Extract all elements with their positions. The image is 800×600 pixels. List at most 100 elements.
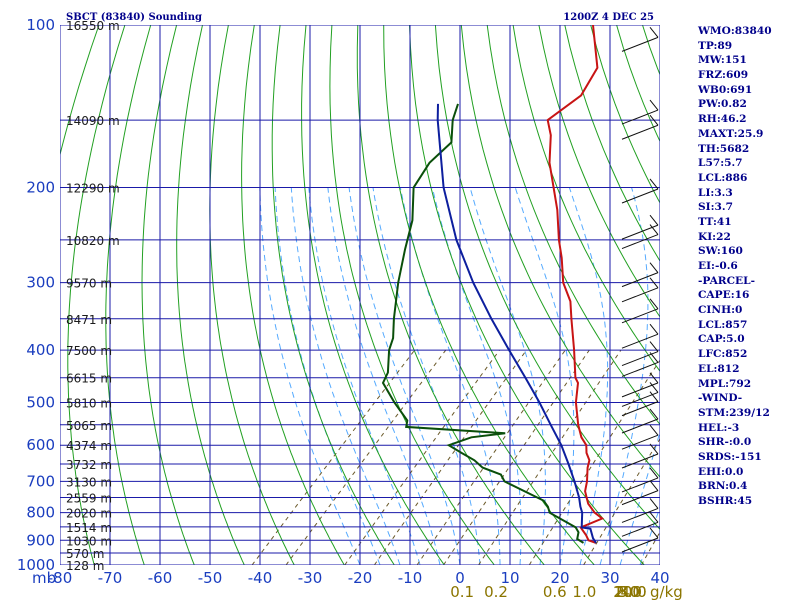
parcel-profile bbox=[436, 103, 597, 544]
temperature-tick-10: 10 bbox=[500, 569, 519, 587]
pressure-tick-800: 800 bbox=[26, 504, 55, 522]
temperature-tick--50: -50 bbox=[198, 569, 223, 587]
stability-indices-panel: WMO:83840 TP:89 MW:151 FRZ:609 WB0:691 PW:0.8… bbox=[698, 24, 798, 509]
index-item: WB0:691 bbox=[698, 83, 753, 96]
mixing-ratio-tick-6: 5.0 bbox=[618, 583, 642, 600]
index-item: CAPE:16 bbox=[698, 289, 750, 302]
moist-adiabat--12 bbox=[290, 187, 401, 565]
mixing-ratio-tick-1: 0.2 bbox=[484, 583, 508, 600]
wind-barb-16 bbox=[621, 424, 659, 450]
index-item: MAXT:25.9 bbox=[698, 127, 764, 140]
height-label-15: 1514 m bbox=[66, 521, 112, 535]
wind-barb-staff bbox=[621, 351, 659, 367]
height-label-4: 9570 m bbox=[66, 277, 112, 291]
wind-barb-17 bbox=[621, 443, 659, 469]
wind-barb-11 bbox=[621, 352, 659, 377]
wind-barb-staff bbox=[621, 308, 659, 324]
wind-barb-flag bbox=[649, 391, 659, 402]
height-label-1: 14090 m bbox=[66, 114, 120, 128]
index-item: EL:812 bbox=[698, 362, 740, 375]
wind-barb-22 bbox=[621, 527, 659, 553]
height-label-8: 5810 m bbox=[66, 396, 112, 410]
index-item: TT:41 bbox=[698, 215, 732, 228]
height-label-16: 1030 m bbox=[66, 534, 112, 548]
index-item: TP:89 bbox=[698, 39, 733, 52]
index-item: SRDS:-151 bbox=[698, 450, 762, 463]
mixing-ratio-axis: 0.1 0.2 0.6 1.0 2.03.05.010.020.040 bbox=[450, 583, 647, 600]
height-label-14: 2020 m bbox=[66, 507, 112, 521]
wind-barb-20 bbox=[621, 498, 659, 523]
wind-barb-7 bbox=[621, 277, 659, 303]
wind-barb-8 bbox=[621, 298, 659, 324]
pressure-tick-400: 400 bbox=[26, 341, 55, 359]
wind-barb-5 bbox=[621, 224, 659, 249]
temperature-tick--20: -20 bbox=[348, 569, 373, 587]
moist-adiabat-36 bbox=[639, 505, 660, 565]
wind-barb-flag bbox=[649, 298, 659, 310]
moist-adiabat--16 bbox=[274, 187, 381, 565]
temperature-tick-30: 30 bbox=[600, 569, 619, 587]
wind-barb-staff bbox=[621, 333, 659, 349]
temperature-tick-0: 0 bbox=[455, 569, 465, 587]
height-label-6: 7500 m bbox=[66, 344, 112, 358]
index-item: FRZ:609 bbox=[698, 69, 749, 82]
wind-barb-staff bbox=[621, 453, 659, 469]
mixing-ratio-units: g/kg bbox=[650, 583, 683, 600]
wind-barb-flag bbox=[649, 408, 659, 420]
wind-barb-staff bbox=[621, 537, 659, 553]
wind-barb-flag bbox=[649, 341, 659, 352]
mixing-ratio-tick-3: 1.0 bbox=[572, 583, 596, 600]
pressure-tick-700: 700 bbox=[26, 472, 55, 490]
temperature-axis: -80 -70 -60 -50 -40 -30 -20 -10 0 10 20 30 40 bbox=[48, 569, 670, 587]
mixing-ratio-tick-0: 0.1 bbox=[450, 583, 474, 600]
temperature-tick--70: -70 bbox=[98, 569, 123, 587]
pressure-axis: 100 200 300 400 500 600 700 800 900 1000 bbox=[17, 16, 55, 574]
wind-barb-3 bbox=[621, 178, 659, 204]
chart-time: 1200Z 4 DEC 25 bbox=[563, 12, 654, 23]
height-label-9: 5065 m bbox=[66, 419, 112, 433]
height-label-2: 12290 m bbox=[66, 182, 120, 196]
wind-barb-staff bbox=[621, 272, 659, 288]
mixing-ratio-tick-4: 2.0 bbox=[615, 583, 639, 600]
wind-barb-flag bbox=[649, 277, 659, 289]
height-label-10: 4374 m bbox=[66, 439, 112, 453]
wind-barb-flag bbox=[649, 224, 659, 235]
wind-barb-flag bbox=[649, 262, 659, 273]
wind-barbs bbox=[621, 27, 659, 553]
wind-barb-1 bbox=[621, 99, 659, 125]
temperature-tick-40: 40 bbox=[650, 569, 669, 587]
height-label-18: 128 m bbox=[66, 559, 104, 573]
wind-barb-staff bbox=[621, 401, 659, 417]
wind-barb-staff bbox=[621, 477, 659, 493]
wind-barb-flag bbox=[649, 352, 659, 363]
index-item: SW:160 bbox=[698, 245, 743, 258]
wind-barb-staff bbox=[621, 124, 659, 140]
height-label-13: 2559 m bbox=[66, 492, 112, 506]
height-label-7: 6615 m bbox=[66, 372, 112, 386]
wind-barb-flag bbox=[649, 512, 659, 523]
index-item: CAP:5.0 bbox=[698, 333, 745, 346]
index-item: LCL:857 bbox=[698, 318, 748, 331]
wind-barb-flag bbox=[649, 372, 659, 384]
wind-barb-flag bbox=[649, 443, 659, 455]
wind-barb-staff bbox=[621, 418, 659, 434]
index-item: BRN:0.4 bbox=[698, 480, 748, 493]
wind-barb-staff bbox=[621, 521, 659, 537]
index-item: EI:-0.6 bbox=[698, 260, 738, 272]
index-item: HEL:-3 bbox=[698, 421, 740, 434]
temperature-tick-20: 20 bbox=[550, 569, 569, 587]
wind-barb-15 bbox=[621, 408, 659, 434]
wind-barb-10 bbox=[621, 341, 659, 367]
pressure-tick-1000: 1000 bbox=[17, 556, 55, 574]
wind-barb-19 bbox=[621, 480, 659, 506]
height-label-0: 16550 m bbox=[66, 19, 120, 33]
wind-barb-0 bbox=[621, 27, 659, 52]
height-label-5: 8471 m bbox=[66, 313, 112, 327]
wind-barb-flag bbox=[649, 480, 659, 491]
pressure-tick-300: 300 bbox=[26, 274, 55, 292]
temperature-tick--60: -60 bbox=[148, 569, 173, 587]
moist-adiabat--4 bbox=[327, 187, 441, 565]
index-item: STM:239/12 bbox=[698, 406, 770, 419]
height-label-17: 570 m bbox=[66, 547, 104, 561]
wind-barb-staff bbox=[621, 490, 659, 506]
